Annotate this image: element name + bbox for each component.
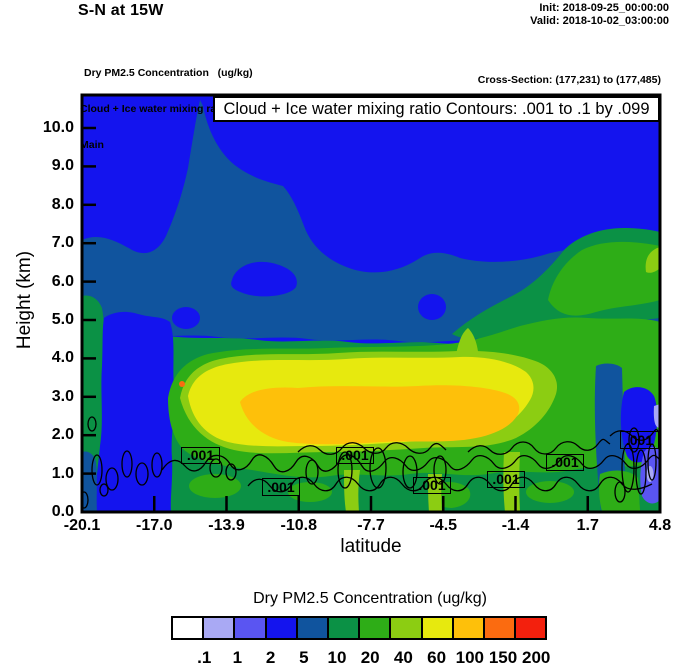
y-tick-label: 8.0 [51, 195, 74, 213]
filled-contour-field [82, 95, 660, 512]
colorbar-tick-label: 60 [427, 648, 447, 667]
field-legend-line-3: Main [80, 139, 104, 151]
y-tick-label: 7.0 [51, 234, 74, 252]
x-axis-label: latitude [340, 536, 402, 557]
contour-value-label: .001 [487, 471, 525, 488]
colorbar-tick-label: 1 [232, 648, 243, 667]
y-axis-label: Height (km) [14, 250, 35, 350]
y-tick-label: 4.0 [51, 349, 74, 367]
axis-tick-marks [80, 126, 662, 514]
x-tick-label: -1.4 [501, 517, 530, 534]
colorbar-title: Dry PM2.5 Concentration (ug/kg) [253, 590, 487, 607]
contour-value-label: .001 [262, 478, 300, 496]
colorbar-tick-label: 100 [455, 648, 484, 667]
y-tick-label: 9.0 [51, 157, 74, 175]
y-tick-label: 1.0 [51, 464, 74, 482]
y-tick-label: 2.0 [51, 426, 74, 444]
cloud-contour-lines [82, 416, 660, 509]
y-tick-label: 3.0 [51, 387, 74, 405]
colorbar-tick-label: 200 [522, 648, 551, 667]
cross-section-label: Cross-Section: (177,231) to (177,485) [477, 74, 661, 86]
contour-value-label: .001 [620, 431, 659, 449]
x-tick-label: -4.5 [429, 517, 458, 534]
colorbar-tick-label: 10 [327, 648, 347, 667]
colorbar-tick-label: 2 [265, 648, 276, 667]
colorbar-tick-label: 40 [393, 648, 413, 667]
x-tick-label: -17.0 [136, 517, 173, 534]
colorbar-cell [233, 616, 267, 640]
colorbar [171, 616, 548, 640]
colorbar-cell [420, 616, 454, 640]
run-timestamps: Init: 2018-09-25_00:00:00 Valid: 2018-10… [530, 2, 669, 28]
x-tick-label: 4.8 [648, 517, 672, 534]
x-tick-label: 1.7 [576, 517, 599, 534]
colorbar-cell [389, 616, 423, 640]
y-tick-label: 10.0 [42, 119, 74, 136]
x-tick-label: -7.7 [357, 517, 385, 534]
x-tick-label: -13.9 [208, 517, 245, 534]
contour-title-box: Cloud + Ice water mixing ratio Contours:… [213, 96, 660, 122]
colorbar-cell [514, 616, 548, 640]
colorbar-tick-label: 20 [360, 648, 380, 667]
y-tick-label: 5.0 [51, 311, 74, 328]
colorbar-tick-label: 150 [488, 648, 518, 667]
colorbar-cell [295, 616, 329, 640]
x-tick-label: -20.1 [63, 517, 101, 534]
colorbar-cell [358, 616, 392, 640]
colorbar-cell [202, 616, 236, 640]
y-tick-label: 6.0 [51, 272, 74, 290]
contour-value-label: .001 [336, 447, 374, 464]
colorbar-cell [264, 616, 298, 640]
colorbar-cell [326, 616, 361, 640]
x-tick-label: -10.8 [280, 517, 317, 534]
contour-value-label: .001 [546, 454, 584, 471]
colorbar-cell [482, 616, 517, 640]
colorbar-tick-label: .1 [197, 648, 212, 667]
contour-value-label: .001 [181, 447, 220, 464]
init-timestamp: Init: 2018-09-25_00:00:00 [539, 2, 669, 14]
colorbar-cell [171, 616, 205, 640]
field-legend-line-1: Dry PM2.5 Concentration (ug/kg) [84, 67, 253, 79]
contour-value-label: .001 [413, 477, 451, 494]
valid-timestamp: Valid: 2018-10-02_03:00:00 [530, 15, 669, 27]
y-tick-label: 0.0 [51, 503, 74, 520]
colorbar-cell [451, 616, 485, 640]
page-title: S-N at 15W [78, 2, 164, 19]
colorbar-tick-label: 5 [299, 648, 309, 667]
